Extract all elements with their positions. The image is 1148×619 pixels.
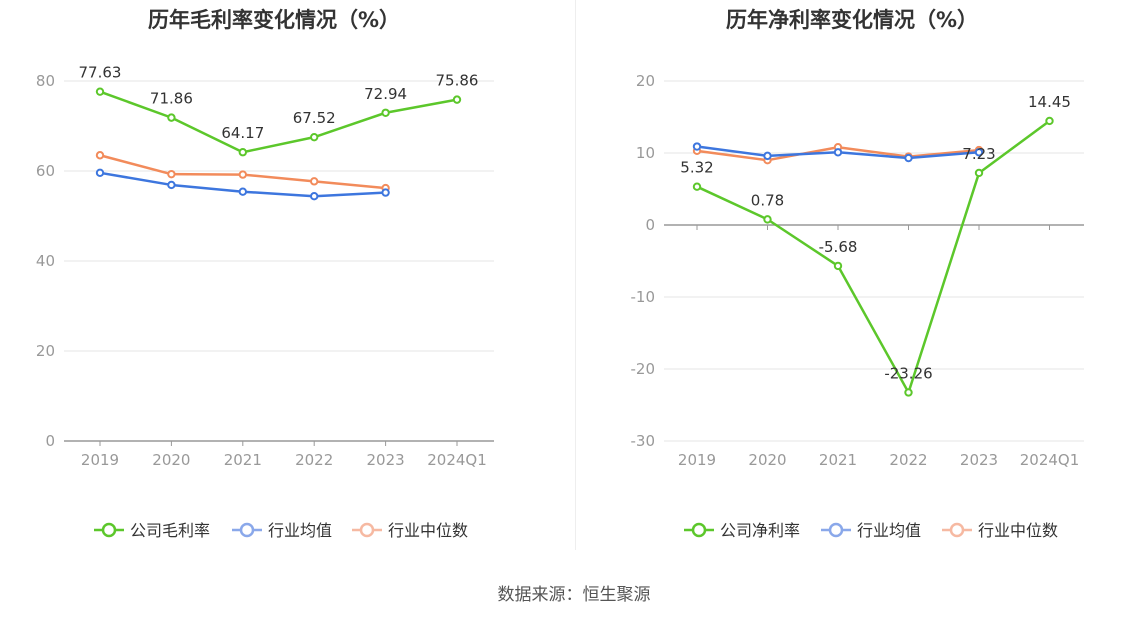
net-margin-chart: 历年净利率变化情况（%） -30 -20 -10 0 10 20 2019 2020 2021 2…: [576, 0, 1148, 560]
legend-label: 行业均值: [268, 521, 332, 540]
data-point: [974, 168, 984, 178]
data-point: [904, 153, 913, 163]
data-label: 14.45: [1028, 93, 1071, 111]
y-tick-label: -30: [631, 432, 656, 450]
y-tick-label: 10: [636, 144, 655, 162]
y-tick-label: 0: [45, 432, 55, 450]
data-label: 71.86: [150, 90, 193, 108]
x-tick-label: 2023: [960, 451, 998, 469]
data-point: [381, 188, 390, 197]
legend-label: 公司毛利率: [130, 521, 210, 540]
data-source-note: 数据来源：恒生聚源: [497, 585, 651, 605]
panel-divider: [575, 0, 576, 550]
data-point: [310, 132, 319, 142]
legend-marker: [691, 522, 707, 538]
data-point: [238, 148, 248, 157]
gross-margin-chart: 历年毛利率变化情况（%） 0 20 40 60 80 2019 2020 2021 2022 20…: [0, 0, 574, 560]
data-point: [904, 388, 913, 397]
data-point: [95, 168, 105, 178]
data-label: 5.32: [680, 159, 713, 177]
data-point: [167, 169, 176, 179]
legend-label: 行业中位数: [388, 521, 468, 540]
data-label: 0.78: [751, 191, 784, 209]
y-tick-label: 60: [36, 162, 55, 180]
data-point: [763, 215, 772, 224]
series-line: [99, 90, 458, 154]
legend-marker: [239, 522, 255, 538]
x-tick-label: 2024Q1: [427, 451, 487, 469]
data-point: [310, 192, 319, 201]
legend-label: 行业均值: [857, 521, 921, 540]
legend-marker: [359, 522, 375, 538]
x-tick-label: 2019: [81, 451, 119, 469]
y-tick-label: -10: [631, 288, 656, 306]
data-label: 64.17: [221, 124, 264, 142]
x-tick-label: 2021: [224, 451, 262, 469]
legend-label: 行业中位数: [978, 521, 1058, 540]
x-tick-label: 2021: [819, 451, 857, 469]
x-tick-label: 2020: [152, 451, 190, 469]
data-point: [310, 177, 319, 186]
y-tick-label: 0: [645, 216, 655, 234]
net-margin-plot: -30 -20 -10 0 10 20 2019 2020 2021 2022 2023 2024Q1…: [631, 72, 1084, 540]
data-label: -23.26: [884, 364, 932, 382]
data-point: [167, 180, 176, 190]
data-label: -5.68: [819, 238, 858, 256]
y-tick-label: -20: [631, 360, 656, 378]
data-point: [833, 261, 843, 271]
gross-margin-plot: 0 20 40 60 80 2019 2020 2021 2022 2023 2024Q1 77.63…: [36, 64, 494, 540]
data-point: [95, 87, 105, 96]
data-point: [1045, 116, 1054, 126]
data-point: [452, 95, 462, 104]
series-line: [696, 119, 1051, 394]
data-label: 67.52: [293, 109, 336, 127]
y-tick-label: 80: [36, 72, 55, 90]
data-point: [833, 148, 843, 157]
legend-marker: [101, 522, 117, 538]
data-point: [974, 148, 984, 157]
data-point: [167, 113, 176, 122]
y-tick-label: 20: [636, 72, 655, 90]
x-tick-label: 2024Q1: [1020, 451, 1080, 469]
data-label: 75.86: [436, 72, 479, 90]
data-point: [95, 151, 105, 160]
data-point: [763, 151, 772, 161]
y-tick-label: 40: [36, 252, 55, 270]
data-point: [381, 108, 390, 117]
data-point: [692, 182, 702, 191]
data-label: 72.94: [364, 85, 407, 103]
data-label: 77.63: [79, 64, 122, 82]
legend-marker: [828, 522, 844, 538]
data-point: [238, 170, 248, 179]
x-tick-label: 2022: [889, 451, 927, 469]
x-tick-label: 2023: [367, 451, 405, 469]
data-label: 7.23: [962, 145, 995, 163]
legend-label: 公司净利率: [720, 521, 800, 540]
legend-marker: [949, 522, 965, 538]
data-point: [238, 187, 248, 196]
data-point: [692, 142, 702, 151]
chart-title: 历年毛利率变化情况（%）: [147, 8, 401, 32]
x-tick-label: 2022: [295, 451, 333, 469]
x-tick-label: 2020: [748, 451, 786, 469]
y-tick-label: 20: [36, 342, 55, 360]
x-tick-label: 2019: [678, 451, 716, 469]
chart-title: 历年净利率变化情况（%）: [725, 8, 979, 32]
